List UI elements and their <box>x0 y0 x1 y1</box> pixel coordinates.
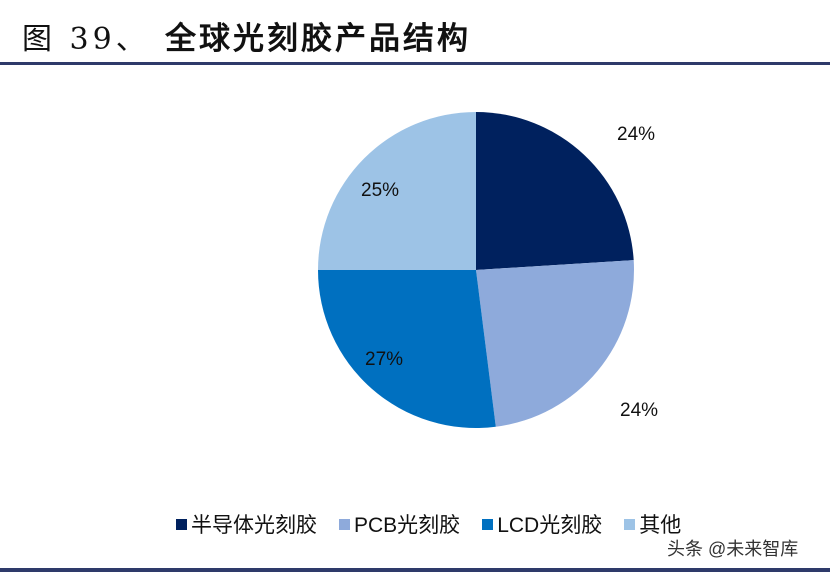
bottom-divider <box>0 568 830 572</box>
top-divider <box>0 62 830 65</box>
pie-slice-other <box>318 112 476 270</box>
legend-swatch-lcd <box>482 518 494 530</box>
pie-slice-semiconductor <box>476 112 634 270</box>
chart-legend: 半导体光刻胶 PCB光刻胶 LCD光刻胶 其他 <box>176 510 703 538</box>
figure-header: 图 39、 全球光刻胶产品结构 <box>0 0 840 62</box>
legend-item-lcd: LCD光刻胶 <box>482 509 602 539</box>
slice-label-lcd: 27% <box>365 349 404 370</box>
slice-label-pcb: 24% <box>620 400 659 421</box>
legend-label: PCB光刻胶 <box>354 514 461 537</box>
figure-title: 全球光刻胶产品结构 <box>165 21 471 57</box>
legend-swatch-semiconductor <box>176 518 187 530</box>
legend-swatch-other <box>624 518 636 530</box>
pie-slice-lcd <box>318 270 496 428</box>
legend-label: 其他 <box>639 514 682 537</box>
slice-label-other: 25% <box>361 180 400 201</box>
figure-label: 图 39、 <box>22 22 150 57</box>
slice-label-semiconductor: 24% <box>617 124 656 145</box>
legend-item-other: 其他 <box>624 509 681 539</box>
pie-slice-pcb <box>476 260 634 427</box>
legend-item-semiconductor: 半导体光刻胶 <box>176 509 317 539</box>
legend-label: LCD光刻胶 <box>497 514 603 537</box>
watermark: 头条 @未来智库 <box>667 539 799 559</box>
legend-swatch-pcb <box>339 518 350 530</box>
legend-item-pcb: PCB光刻胶 <box>339 509 460 539</box>
legend-label: 半导体光刻胶 <box>191 514 317 537</box>
